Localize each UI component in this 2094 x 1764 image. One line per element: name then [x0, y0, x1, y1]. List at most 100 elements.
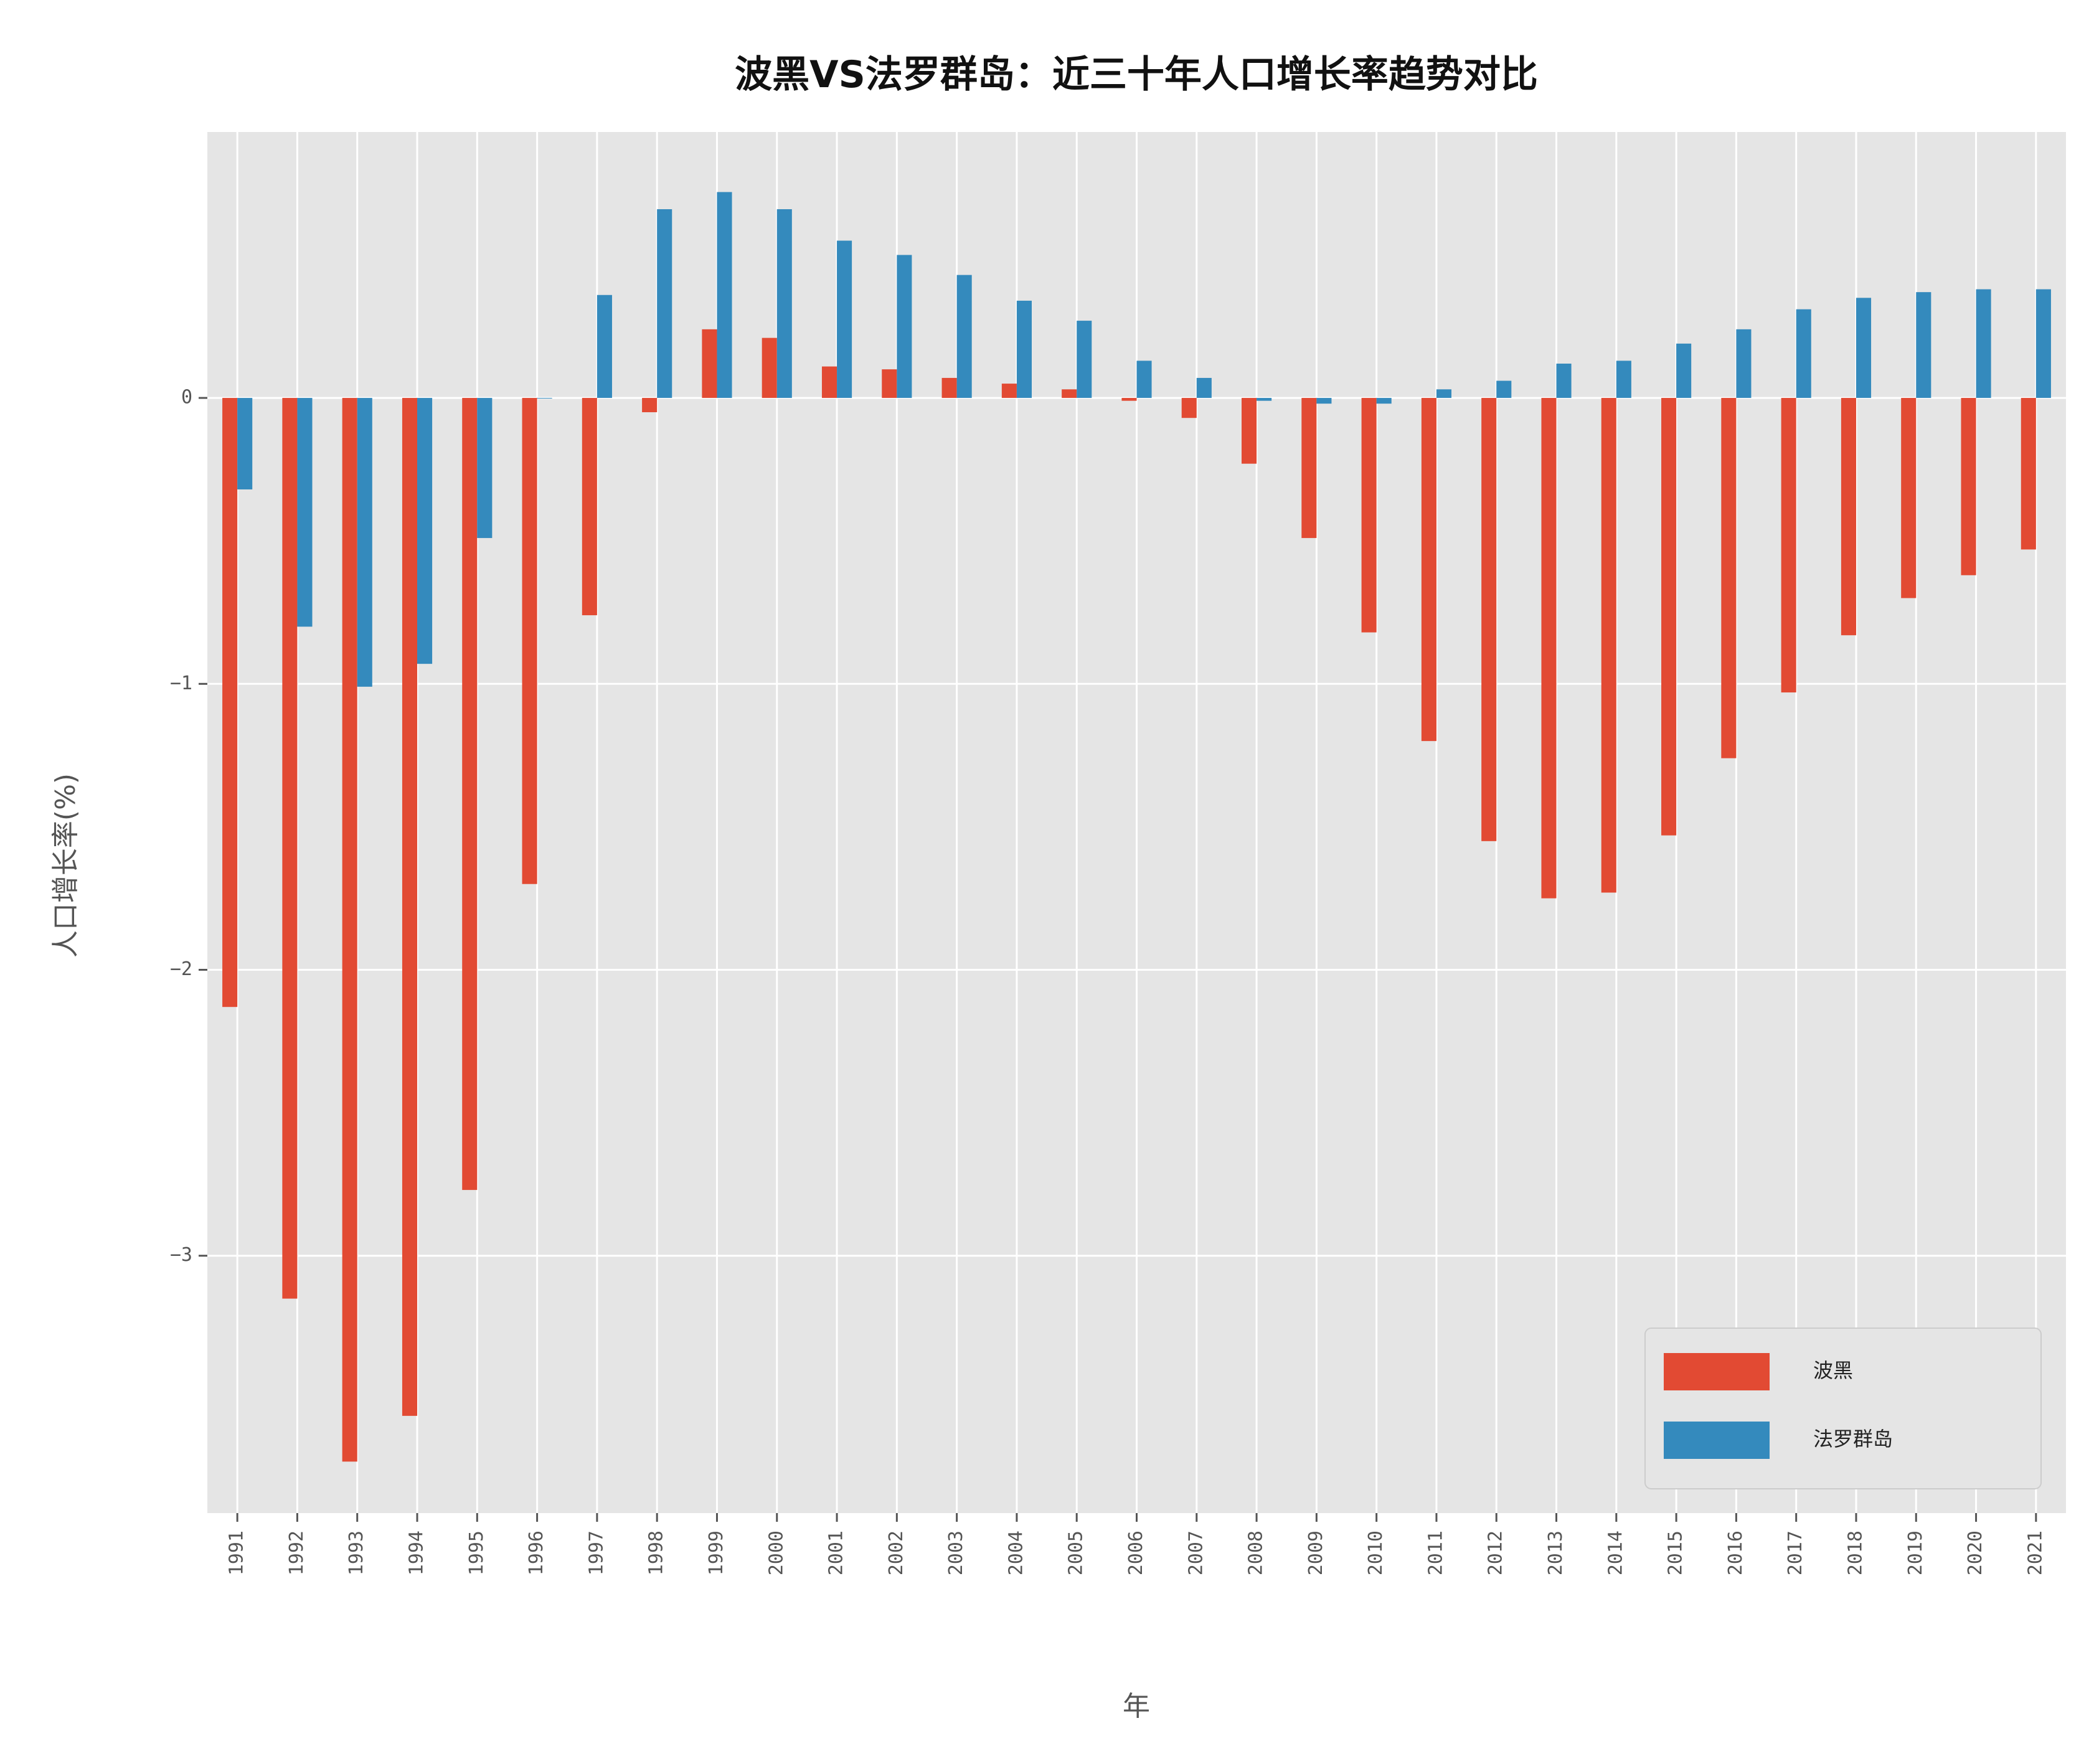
bar-波黑-2011	[1421, 398, 1436, 742]
bar-法罗群岛-2016	[1736, 329, 1752, 399]
x-tick-label: 2002	[885, 1531, 907, 1575]
bar-波黑-1993	[342, 398, 357, 1462]
bar-法罗群岛-2007	[1196, 377, 1212, 399]
bar-法罗群岛-1992	[297, 398, 313, 627]
bar-法罗群岛-1991	[237, 398, 253, 490]
x-tick-label: 2003	[945, 1531, 967, 1575]
x-tick-label: 1995	[466, 1531, 488, 1575]
x-tick-label: 2004	[1005, 1531, 1027, 1575]
bar-波黑-1992	[282, 398, 298, 1299]
bar-波黑-2012	[1481, 398, 1497, 841]
bar-波黑-2001	[821, 366, 837, 399]
x-tick-label: 2010	[1365, 1531, 1387, 1575]
x-tick-label: 1997	[585, 1531, 607, 1575]
bar-法罗群岛-1996	[537, 398, 552, 399]
x-tick-label: 1992	[286, 1531, 308, 1575]
x-tick-label: 2020	[1964, 1531, 1986, 1575]
legend-label: 波黑	[1813, 1359, 1853, 1382]
x-tick-label: 2018	[1844, 1531, 1866, 1575]
legend-label: 法罗群岛	[1813, 1427, 1893, 1451]
bar-法罗群岛-1993	[357, 398, 372, 687]
x-tick-label: 2000	[765, 1531, 787, 1575]
x-tick-label: 1993	[346, 1531, 367, 1575]
bar-波黑-2017	[1781, 398, 1796, 693]
bar-法罗群岛-2020	[1976, 289, 1991, 399]
y-axis-ticks: 0 −1 −2 −3	[170, 387, 207, 1266]
bar-法罗群岛-1999	[717, 192, 732, 399]
x-tick-label: 2005	[1065, 1531, 1087, 1575]
y-axis-label: 人口增长率(%)	[50, 773, 82, 958]
bar-波黑-2014	[1601, 398, 1616, 893]
bar-法罗群岛-2015	[1676, 343, 1692, 399]
bar-法罗群岛-2018	[1856, 298, 1872, 399]
legend-swatch	[1664, 1353, 1770, 1390]
legend-swatch	[1664, 1422, 1770, 1459]
x-tick-label: 2021	[2024, 1531, 2046, 1575]
bars	[222, 192, 2051, 1462]
bar-法罗群岛-2013	[1556, 363, 1572, 399]
x-tick-label: 2016	[1725, 1531, 1747, 1575]
bar-法罗群岛-1994	[417, 398, 433, 664]
bar-波黑-2000	[762, 337, 777, 399]
bar-法罗群岛-2002	[897, 255, 912, 399]
bar-波黑-2009	[1301, 398, 1317, 539]
x-tick-label: 2015	[1665, 1531, 1687, 1575]
bar-法罗群岛-1998	[657, 209, 672, 399]
x-tick-label: 2006	[1125, 1531, 1147, 1575]
bar-波黑-1998	[642, 398, 658, 413]
bar-波黑-2007	[1181, 398, 1197, 418]
bar-波黑-2004	[1001, 384, 1017, 399]
bar-波黑-2006	[1121, 398, 1137, 401]
bar-法罗群岛-2012	[1496, 380, 1512, 399]
bar-法罗群岛-2011	[1436, 389, 1452, 399]
x-tick-label: 2001	[826, 1531, 847, 1575]
bar-波黑-2021	[2021, 398, 2036, 550]
bar-波黑-1996	[522, 398, 537, 884]
y-tick-label: −1	[170, 672, 192, 694]
bar-波黑-1999	[702, 329, 717, 399]
bar-波黑-2018	[1841, 398, 1856, 636]
bar-法罗群岛-2003	[956, 275, 972, 399]
bar-法罗群岛-1997	[597, 295, 612, 399]
bar-法罗群岛-2010	[1376, 398, 1392, 404]
y-tick-label: 0	[181, 387, 192, 408]
bar-波黑-2008	[1242, 398, 1257, 464]
x-tick-label: 2014	[1605, 1531, 1626, 1575]
x-axis-label: 年	[1123, 1691, 1150, 1722]
bar-波黑-2015	[1661, 398, 1677, 836]
x-tick-label: 2017	[1785, 1531, 1806, 1575]
bar-法罗群岛-2001	[837, 240, 852, 399]
bar-法罗群岛-2000	[776, 209, 792, 399]
x-tick-label: 2009	[1305, 1531, 1327, 1575]
bar-波黑-1995	[462, 398, 478, 1191]
bar-波黑-1994	[402, 398, 418, 1416]
bar-波黑-2013	[1541, 398, 1557, 899]
bar-法罗群岛-2005	[1077, 321, 1092, 399]
x-tick-label: 2012	[1485, 1531, 1507, 1575]
legend-box	[1644, 1328, 2042, 1489]
x-axis-ticks: 1991 1992 1993 1994 1995 1996 1997 1998 1999 2000…	[226, 1513, 2046, 1575]
x-tick-label: 2007	[1185, 1531, 1207, 1575]
bar-法罗群岛-2006	[1136, 361, 1152, 399]
x-tick-label: 1991	[226, 1531, 248, 1575]
x-tick-label: 2008	[1245, 1531, 1267, 1575]
bar-波黑-2019	[1901, 398, 1917, 598]
bar-法罗群岛-2017	[1796, 309, 1811, 399]
x-tick-label: 2013	[1545, 1531, 1567, 1575]
x-tick-label: 1996	[526, 1531, 547, 1575]
x-tick-label: 1998	[646, 1531, 667, 1575]
bar-法罗群岛-2009	[1316, 398, 1332, 404]
bar-波黑-2020	[1961, 398, 1976, 575]
bar-波黑-1997	[582, 398, 597, 616]
bar-波黑-2016	[1721, 398, 1737, 758]
x-tick-label: 2011	[1425, 1531, 1446, 1575]
chart-title: 波黑VS法罗群岛：近三十年人口增长率趋势对比	[735, 53, 1538, 97]
bar-波黑-2005	[1062, 389, 1077, 399]
y-tick-label: −3	[170, 1244, 192, 1266]
bar-法罗群岛-1995	[477, 398, 493, 539]
bar-法罗群岛-2014	[1616, 361, 1631, 399]
bar-法罗群岛-2008	[1257, 398, 1272, 401]
bar-法罗群岛-2004	[1016, 300, 1032, 399]
